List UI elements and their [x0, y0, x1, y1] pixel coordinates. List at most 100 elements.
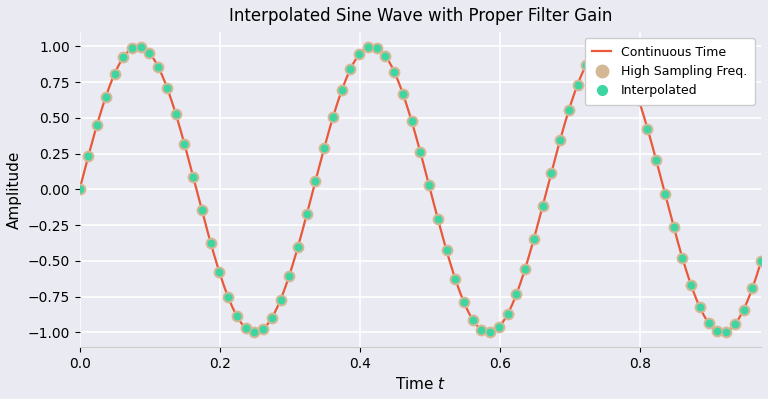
Point [440, 247, 452, 254]
Point [178, 141, 190, 147]
Point [694, 304, 706, 310]
Point [161, 84, 173, 91]
Point [737, 306, 750, 313]
Point [475, 327, 488, 333]
Point [545, 170, 558, 176]
Point [344, 66, 356, 72]
Point [266, 315, 278, 321]
Point [144, 50, 156, 56]
X-axis label: Time $t$: Time $t$ [395, 376, 446, 392]
Point [755, 258, 767, 265]
Point [353, 51, 366, 57]
Legend: Continuous Time, High Sampling Freq., Interpolated: Continuous Time, High Sampling Freq., In… [584, 38, 755, 105]
Point [397, 91, 409, 97]
Point [510, 291, 522, 297]
Point [292, 243, 304, 250]
Point [580, 61, 592, 68]
Point [746, 285, 759, 291]
Point [196, 207, 208, 213]
Point [222, 294, 234, 300]
Point [475, 327, 488, 333]
Point [641, 125, 654, 132]
Point [615, 56, 627, 62]
Point [607, 46, 619, 52]
Point [711, 328, 723, 334]
Point [204, 239, 217, 246]
Point [458, 299, 470, 306]
Point [230, 313, 243, 319]
Point [178, 141, 190, 147]
Point [615, 56, 627, 62]
Point [82, 153, 94, 159]
Point [336, 87, 348, 94]
Point [467, 316, 479, 323]
Point [650, 157, 662, 164]
Point [449, 276, 462, 282]
Point [737, 306, 750, 313]
Point [91, 121, 103, 128]
Point [266, 315, 278, 321]
Point [248, 329, 260, 336]
Point [134, 43, 147, 50]
Point [571, 81, 584, 88]
Point [677, 255, 689, 261]
Y-axis label: Amplitude: Amplitude [7, 150, 22, 229]
Point [432, 215, 444, 222]
Point [449, 276, 462, 282]
Point [283, 272, 296, 279]
Point [300, 211, 313, 217]
Point [571, 81, 584, 88]
Point [667, 224, 680, 230]
Point [537, 203, 549, 209]
Point [755, 258, 767, 265]
Point [126, 45, 138, 51]
Point [379, 53, 392, 59]
Point [624, 73, 636, 80]
Point [589, 49, 601, 55]
Point [82, 153, 94, 159]
Point [484, 329, 496, 336]
Point [414, 149, 426, 155]
Point [362, 44, 374, 50]
Point [694, 304, 706, 310]
Point [74, 186, 86, 193]
Point [519, 265, 531, 272]
Point [379, 53, 392, 59]
Point [344, 66, 356, 72]
Point [144, 50, 156, 56]
Point [432, 215, 444, 222]
Point [327, 114, 339, 120]
Point [240, 325, 252, 331]
Point [528, 235, 540, 242]
Point [222, 294, 234, 300]
Point [152, 64, 164, 70]
Point [406, 118, 418, 124]
Point [327, 114, 339, 120]
Point [598, 43, 610, 50]
Point [108, 71, 121, 77]
Point [703, 320, 715, 326]
Point [100, 93, 112, 100]
Point [607, 46, 619, 52]
Point [274, 296, 286, 303]
Point [493, 324, 505, 330]
Point [502, 311, 514, 317]
Point [685, 282, 697, 288]
Point [510, 291, 522, 297]
Point [388, 68, 400, 75]
Point [91, 121, 103, 128]
Point [318, 145, 330, 151]
Point [685, 282, 697, 288]
Point [414, 149, 426, 155]
Point [370, 44, 382, 51]
Point [257, 326, 270, 332]
Point [598, 43, 610, 50]
Point [292, 243, 304, 250]
Point [458, 299, 470, 306]
Point [318, 145, 330, 151]
Point [300, 211, 313, 217]
Point [659, 190, 671, 197]
Point [196, 207, 208, 213]
Point [659, 190, 671, 197]
Point [493, 324, 505, 330]
